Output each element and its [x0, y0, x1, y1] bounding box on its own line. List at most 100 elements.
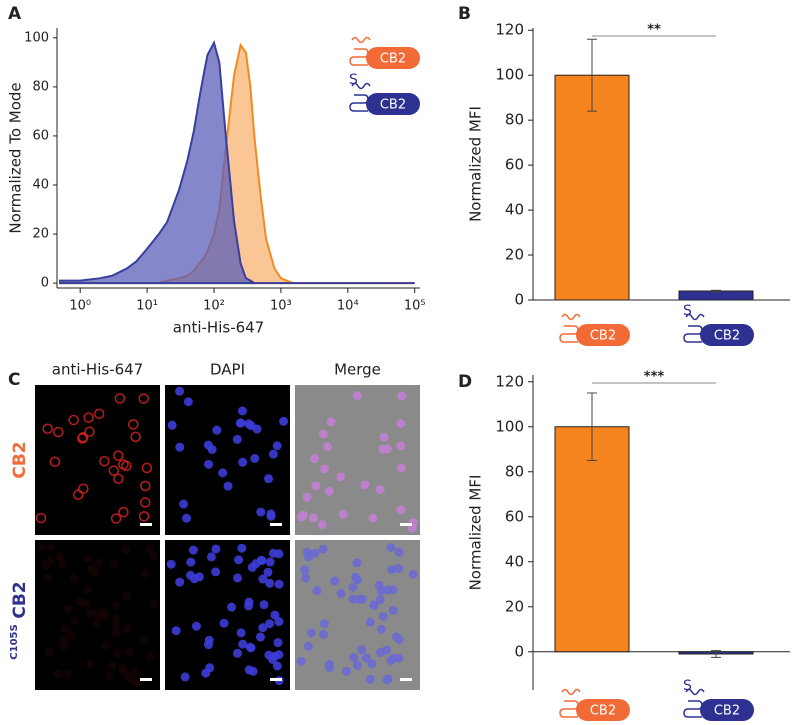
cell: [36, 542, 46, 552]
cell: [194, 572, 204, 582]
y-axis-label: Normalized MFI: [467, 106, 485, 222]
cell: [396, 505, 406, 515]
cell: [263, 567, 273, 577]
cell: [104, 672, 114, 682]
icon-marker: S: [349, 72, 358, 88]
cell: [130, 431, 141, 443]
cell: [396, 418, 406, 428]
panel-letter: A: [8, 4, 22, 24]
cell: [303, 552, 313, 562]
icon-strand: [349, 36, 371, 66]
cell: [62, 669, 72, 679]
cell: [100, 641, 110, 651]
y-tick-label: 80: [505, 462, 524, 480]
cell: [394, 563, 404, 573]
cell: [223, 481, 233, 491]
cell: [379, 432, 389, 442]
cell: [378, 444, 388, 454]
cell: [352, 558, 362, 568]
cell: [325, 663, 335, 673]
cell: [317, 520, 327, 530]
cell: [35, 512, 47, 524]
cell: [93, 408, 105, 420]
cell: [394, 653, 404, 663]
cell: [296, 656, 306, 666]
cell: [264, 650, 274, 660]
cell: [326, 417, 336, 427]
cell: [274, 579, 284, 589]
cell: [206, 552, 216, 562]
bar: [678, 290, 754, 301]
cell: [113, 473, 124, 485]
scale-bar: [270, 678, 282, 681]
cell: [308, 513, 318, 523]
cell: [60, 624, 70, 634]
cell: [318, 429, 328, 439]
cell: [307, 628, 317, 638]
icon-pill: [366, 93, 420, 115]
cell: [53, 669, 63, 679]
cell: [132, 677, 142, 687]
cell: [212, 425, 222, 435]
cell: [118, 663, 128, 673]
y-tick-label: 40: [505, 201, 524, 219]
cell: [68, 414, 79, 426]
cell: [108, 465, 119, 476]
icon-marker: S: [683, 303, 692, 319]
cell: [218, 468, 228, 478]
cell: [352, 575, 362, 585]
cell: [92, 609, 102, 619]
cell: [259, 600, 269, 610]
cell: [336, 589, 346, 599]
error-bar: [711, 289, 721, 293]
icon-strand: [683, 688, 705, 718]
cell: [188, 545, 198, 555]
cell: [92, 618, 102, 628]
cell: [300, 565, 310, 575]
cell: [75, 597, 85, 607]
column-header: Merge: [334, 361, 381, 379]
cell: [72, 489, 84, 501]
x-tick-label: 10³: [270, 299, 292, 314]
cell: [349, 653, 359, 663]
cell: [83, 584, 93, 594]
y-tick-label: 120: [495, 21, 524, 39]
cell: [265, 557, 275, 567]
cell: [298, 510, 308, 520]
cell: [203, 440, 213, 450]
cell: [324, 486, 334, 496]
cell: [109, 560, 119, 570]
cell: [352, 661, 362, 671]
cell: [227, 602, 237, 612]
panel-letter: C: [8, 370, 20, 390]
scale-bar: [140, 678, 152, 681]
cell: [255, 632, 265, 642]
cell: [394, 547, 404, 557]
cell: [318, 544, 328, 554]
cell: [236, 628, 246, 638]
cell: [268, 449, 278, 459]
y-tick-label: 20: [505, 597, 524, 615]
cell: [124, 646, 134, 656]
cell: [140, 569, 150, 579]
cell: [112, 648, 122, 658]
cell: [111, 628, 121, 638]
cell: [301, 573, 311, 583]
cell: [175, 386, 185, 396]
cell: [266, 511, 276, 521]
y-tick-label: 80: [505, 111, 524, 129]
y-tick-label: 80: [32, 79, 49, 94]
cell: [77, 433, 88, 444]
cell: [122, 591, 132, 601]
x-tick-label: 10⁰: [69, 299, 91, 314]
cell: [348, 594, 358, 604]
cell: [219, 618, 229, 628]
cell: [368, 513, 378, 523]
cell: [144, 544, 154, 554]
cell: [365, 617, 375, 627]
cell: [63, 604, 73, 614]
cell: [175, 442, 185, 452]
cell: [232, 648, 242, 658]
cell: [183, 397, 193, 407]
cell: [59, 641, 69, 651]
